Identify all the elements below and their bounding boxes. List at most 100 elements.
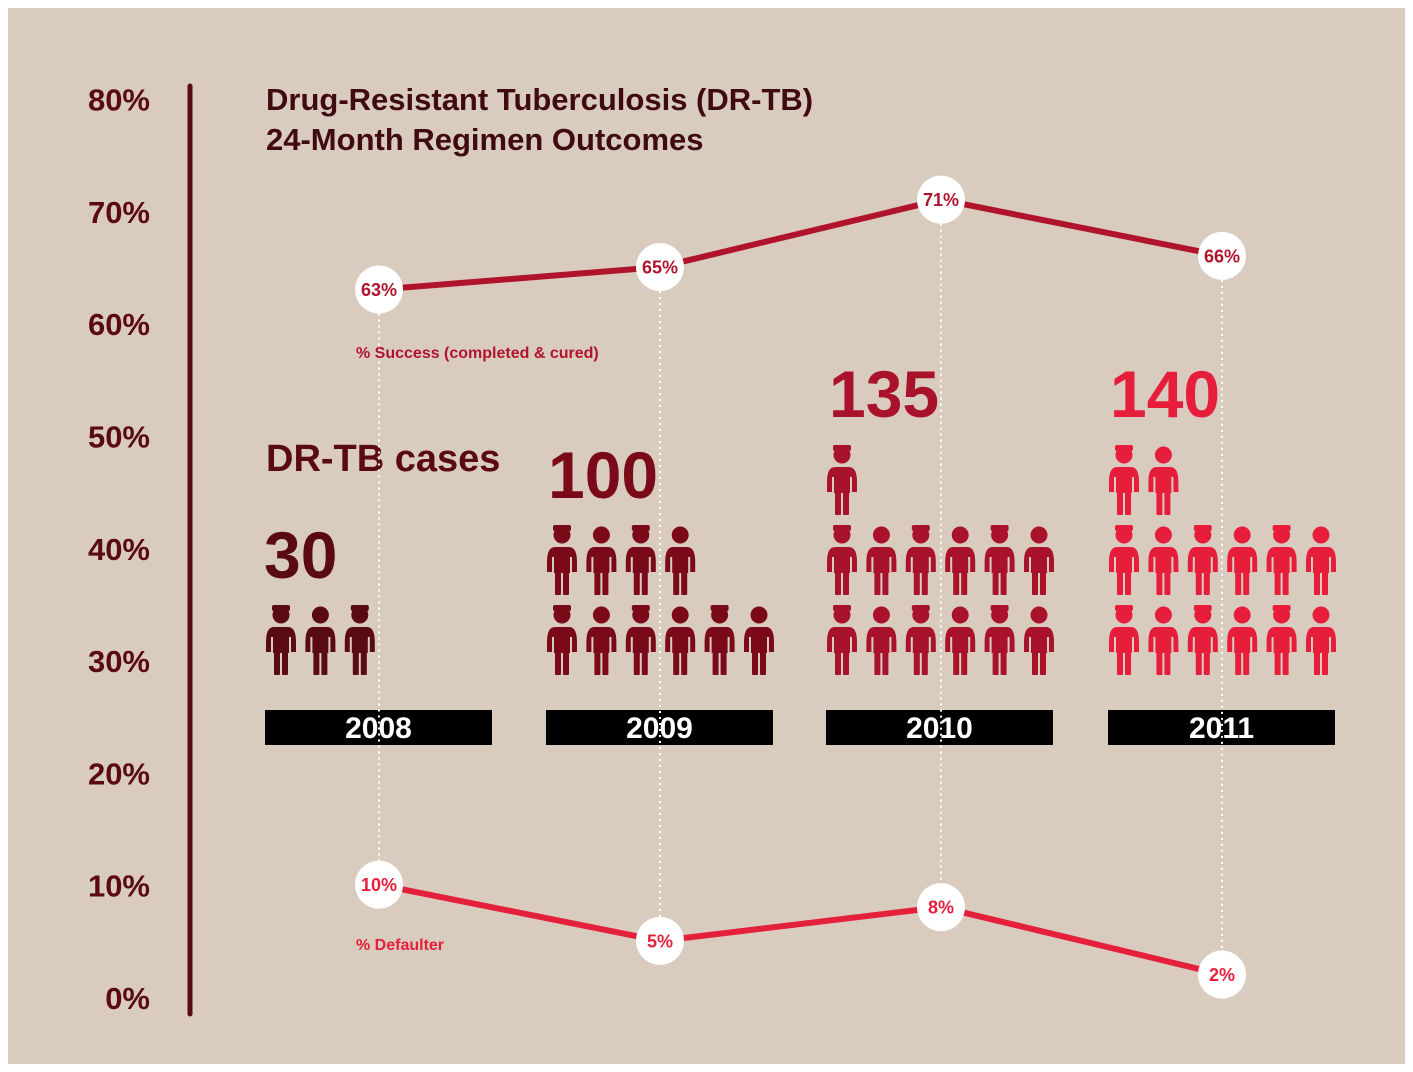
y-tick-label: 60% bbox=[88, 307, 150, 342]
cases-icon-group bbox=[266, 605, 375, 675]
person-icon bbox=[827, 445, 857, 515]
person-body bbox=[866, 627, 897, 653]
person-leg bbox=[1274, 572, 1281, 595]
person-icon bbox=[1109, 525, 1139, 595]
cases-value-label: 30 bbox=[264, 518, 337, 592]
person-leg bbox=[1243, 572, 1250, 595]
person-leg bbox=[1314, 572, 1320, 595]
person-body bbox=[1227, 627, 1258, 653]
person-leg bbox=[1203, 572, 1210, 595]
person-leg bbox=[1156, 652, 1163, 675]
point-marker bbox=[355, 860, 403, 909]
person-body bbox=[344, 627, 375, 653]
year-bar bbox=[546, 710, 773, 745]
person-leg bbox=[1000, 652, 1007, 675]
person-icon bbox=[984, 605, 1015, 675]
series-line-defaulter bbox=[378, 881, 1223, 978]
person-leg bbox=[555, 652, 561, 675]
cases-icon-group bbox=[547, 525, 774, 675]
person-head bbox=[1233, 526, 1251, 544]
person-body bbox=[827, 627, 857, 653]
y-tick-label: 0% bbox=[105, 981, 150, 1016]
person-body bbox=[1109, 467, 1139, 493]
person-icon bbox=[625, 525, 656, 595]
person-leg bbox=[594, 652, 601, 675]
person-body bbox=[625, 627, 656, 653]
person-leg bbox=[992, 572, 999, 595]
person-icon bbox=[984, 525, 1015, 595]
cases-heading: DR-TB cases bbox=[266, 438, 500, 480]
person-leg bbox=[594, 572, 601, 595]
person-leg bbox=[313, 652, 320, 675]
person-body bbox=[305, 627, 336, 653]
person-cap bbox=[350, 605, 369, 611]
person-leg bbox=[720, 652, 727, 675]
person-leg bbox=[1203, 652, 1210, 675]
person-leg bbox=[992, 652, 999, 675]
person-body bbox=[1024, 627, 1054, 653]
year-label: 2010 bbox=[906, 712, 973, 745]
person-cap bbox=[1193, 605, 1212, 611]
person-leg bbox=[1156, 572, 1163, 595]
person-cap bbox=[1272, 525, 1291, 531]
person-leg bbox=[563, 572, 569, 595]
person-cap bbox=[553, 605, 571, 611]
person-body bbox=[1109, 627, 1139, 653]
y-tick-label: 20% bbox=[88, 756, 150, 791]
person-leg bbox=[641, 572, 648, 595]
person-leg bbox=[1282, 572, 1289, 595]
person-cap bbox=[1115, 525, 1133, 531]
person-leg bbox=[1125, 652, 1131, 675]
person-leg bbox=[1040, 652, 1046, 675]
person-leg bbox=[641, 652, 648, 675]
person-leg bbox=[321, 652, 328, 675]
person-body bbox=[1227, 547, 1258, 573]
point-value-label: 10% bbox=[361, 875, 397, 895]
point-marker bbox=[917, 175, 965, 224]
person-body bbox=[266, 627, 296, 653]
point-value-label: 5% bbox=[647, 931, 673, 951]
person-leg bbox=[874, 652, 881, 675]
person-body bbox=[1306, 547, 1336, 573]
person-body bbox=[1187, 627, 1218, 653]
person-cap bbox=[710, 605, 729, 611]
person-head bbox=[872, 606, 890, 624]
point-marker bbox=[1198, 231, 1246, 280]
person-body bbox=[625, 547, 656, 573]
person-leg bbox=[953, 652, 960, 675]
person-leg bbox=[602, 572, 609, 595]
person-icon bbox=[945, 526, 976, 595]
person-cap bbox=[833, 525, 851, 531]
person-body bbox=[984, 547, 1015, 573]
person-leg bbox=[1156, 492, 1163, 515]
person-head bbox=[951, 606, 969, 624]
person-body bbox=[945, 547, 976, 573]
person-cap bbox=[833, 445, 851, 451]
series-name-success: % Success (completed & cured) bbox=[356, 345, 599, 362]
y-tick-label: 30% bbox=[88, 644, 150, 679]
person-icon bbox=[1109, 605, 1139, 675]
person-leg bbox=[1164, 492, 1171, 515]
cases-icon-group bbox=[1109, 445, 1336, 675]
person-icon bbox=[1306, 526, 1336, 595]
person-body bbox=[905, 627, 936, 653]
person-icon bbox=[1109, 445, 1139, 515]
person-icon bbox=[1266, 605, 1297, 675]
person-leg bbox=[1117, 492, 1123, 515]
person-head bbox=[592, 526, 610, 544]
cases-icon-group bbox=[827, 445, 1054, 675]
person-leg bbox=[1322, 652, 1328, 675]
person-head bbox=[671, 526, 689, 544]
person-leg bbox=[673, 572, 680, 595]
point-marker bbox=[636, 243, 684, 292]
person-icon bbox=[704, 605, 735, 675]
person-head bbox=[1312, 526, 1330, 544]
person-leg bbox=[843, 492, 849, 515]
person-leg bbox=[921, 572, 928, 595]
person-leg bbox=[1164, 572, 1171, 595]
person-leg bbox=[1235, 652, 1242, 675]
person-cap bbox=[1272, 605, 1291, 611]
person-leg bbox=[1243, 652, 1250, 675]
cases-value-label: 140 bbox=[1110, 357, 1220, 431]
person-icon bbox=[547, 525, 577, 595]
